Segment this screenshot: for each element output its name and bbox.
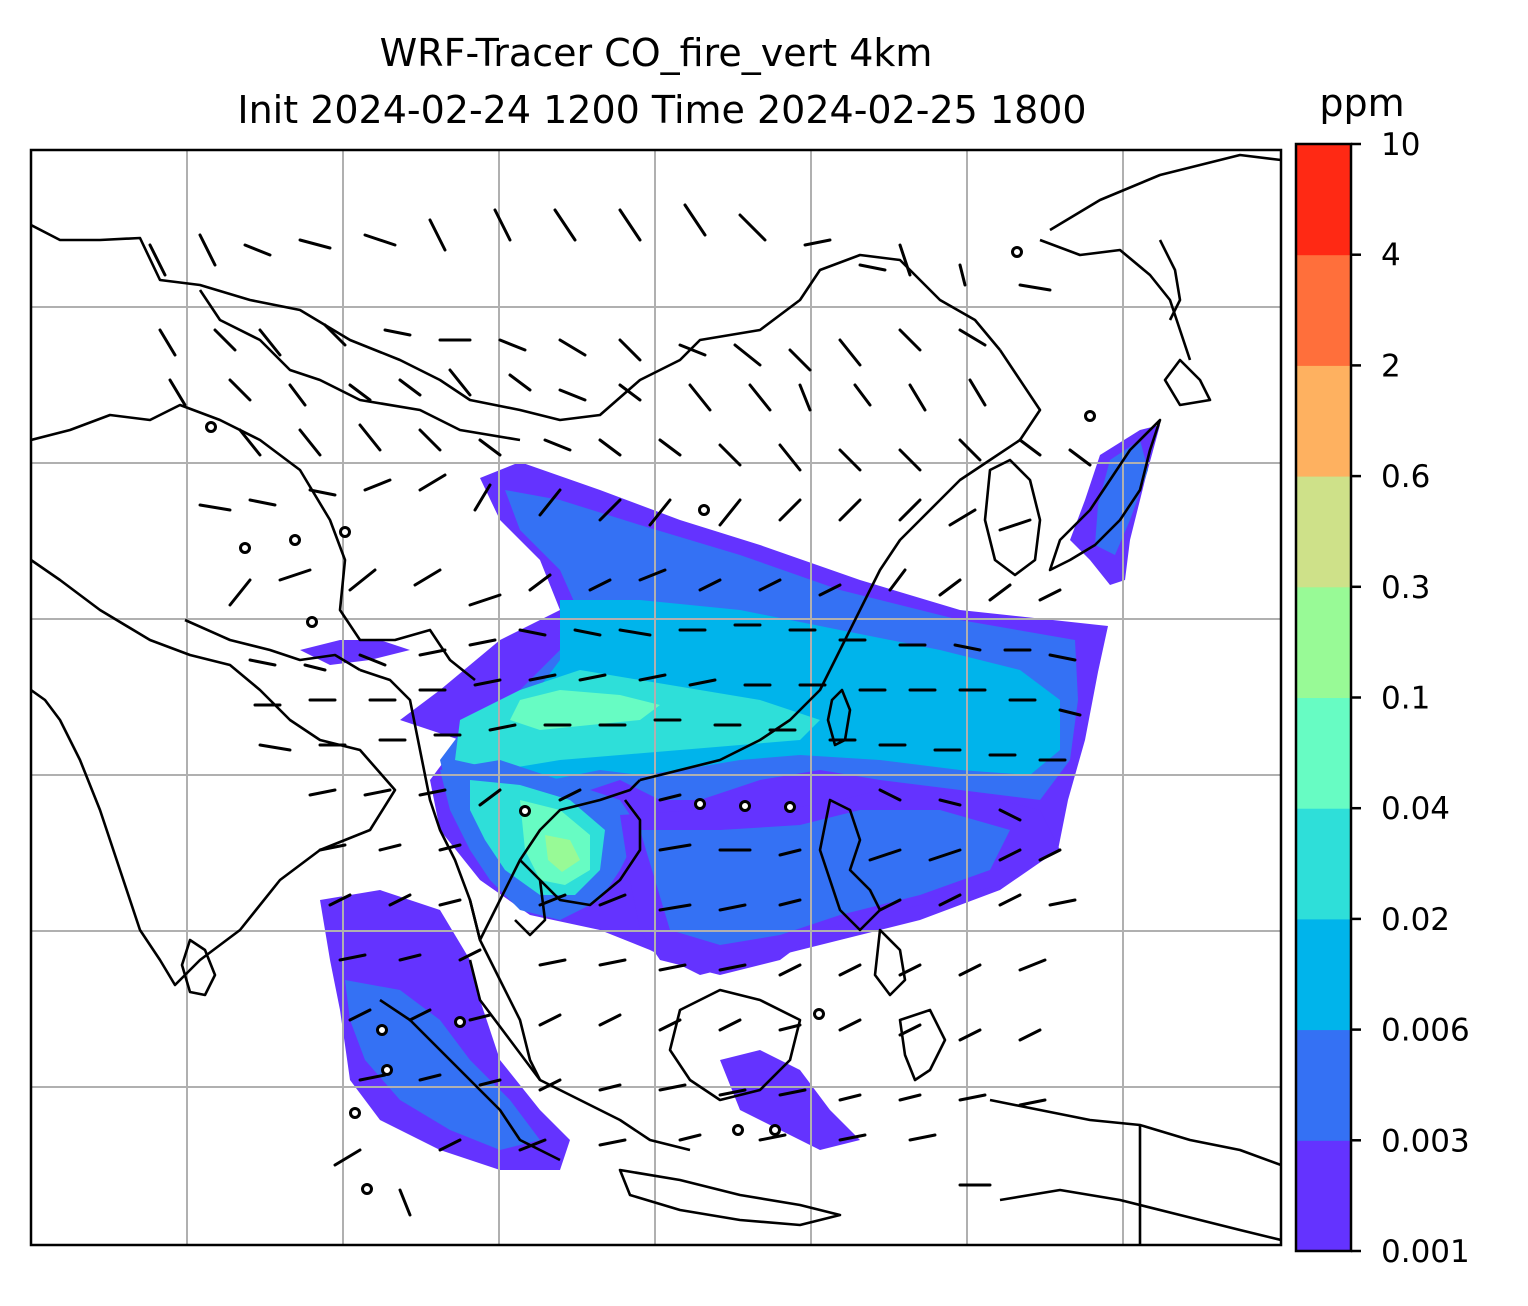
colorbar-swatches (1296, 144, 1351, 1252)
plume-indochina-hot2 (545, 835, 580, 872)
colorbar-tick-label: 10 (1381, 127, 1420, 163)
plume-scs-band-mid (640, 810, 1010, 945)
colorbar-tick-label: 2 (1381, 348, 1401, 384)
colorbar-swatch (1296, 586, 1351, 698)
calm-wind-markers (205, 246, 1096, 1195)
colorbar: 0.001 0.003 0.006 0.02 0.04 0.1 0.3 0.6 2 4 10 ppm (1294, 81, 1470, 1270)
colorbar-tick-label: 4 (1381, 238, 1401, 274)
colorbar-tick-label: 0.3 (1381, 570, 1430, 606)
colorbar-swatch (1296, 1140, 1351, 1252)
colorbar-tick-label: 0.04 (1381, 791, 1450, 827)
plume-south-mid (345, 980, 540, 1150)
colorbar-swatch (1296, 254, 1351, 366)
wind-barbs (148, 203, 1092, 1217)
plume-taiwan (300, 640, 410, 665)
map-panel (31, 150, 1281, 1245)
plume-japan-mid (1095, 440, 1148, 555)
colorbar-tick-label: 0.006 (1381, 1013, 1470, 1049)
colorbar-tick-label: 0.003 (1381, 1123, 1470, 1159)
colorbar-swatch (1296, 476, 1351, 588)
co-plume-field (300, 425, 1160, 1170)
colorbar-swatch (1296, 144, 1351, 256)
colorbar-swatch (1296, 808, 1351, 920)
colorbar-swatch (1296, 918, 1351, 1031)
figure-title-line1: WRF-Tracer CO_fire_vert 4km (380, 31, 933, 75)
colorbar-ticks: 0.001 0.003 0.006 0.02 0.04 0.1 0.3 0.6 2 4 10 (1351, 127, 1470, 1270)
plume-north-core2 (510, 690, 660, 730)
colorbar-swatch (1296, 697, 1351, 809)
colorbar-unit-label: ppm (1319, 81, 1404, 125)
figure-title-line2: Init 2024-02-24 1200 Time 2024-02-25 180… (237, 88, 1086, 132)
colorbar-swatch (1296, 1029, 1351, 1141)
colorbar-swatch (1296, 365, 1351, 477)
colorbar-tick-label: 0.02 (1381, 902, 1450, 938)
colorbar-tick-label: 0.001 (1381, 1234, 1470, 1270)
plume-borneo (720, 1050, 860, 1150)
map-frame (29, 148, 1283, 1247)
colorbar-tick-label: 0.1 (1381, 681, 1430, 717)
map-gridlines (31, 150, 1281, 1245)
colorbar-tick-label: 0.6 (1381, 459, 1430, 495)
